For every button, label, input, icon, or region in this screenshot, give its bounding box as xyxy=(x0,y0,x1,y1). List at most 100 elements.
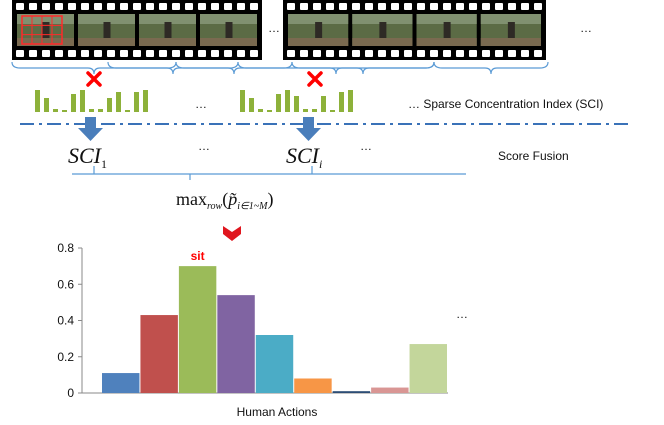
bar xyxy=(294,378,332,393)
film-left-frame-sky xyxy=(17,14,74,24)
film-right-perforation xyxy=(339,50,347,57)
bars xyxy=(102,266,447,393)
sci-bar xyxy=(276,94,281,112)
sci-label: … Sparse Concentration Index (SCI) xyxy=(408,97,603,111)
film-right-perforation xyxy=(469,50,477,57)
film-left-perforation xyxy=(16,3,24,10)
film-left-figure xyxy=(103,22,111,40)
film-right-frame-ground xyxy=(288,38,349,46)
film-left-perforation xyxy=(224,50,232,57)
film-right-perforation xyxy=(521,3,529,10)
film-left-perforation xyxy=(29,50,37,57)
max-paren-close: ) xyxy=(267,189,273,210)
film-right-frame-ground xyxy=(352,38,413,46)
sci-middle-ellipsis: … xyxy=(198,139,210,153)
film-left-figure xyxy=(42,22,50,40)
film-right-perforation xyxy=(365,3,373,10)
film-left-perforation xyxy=(68,3,76,10)
sci-bar xyxy=(258,109,263,112)
sci-1-subscript: 1 xyxy=(101,157,107,171)
y-tick-label: 0 xyxy=(67,386,74,400)
down-arrow-2 xyxy=(296,117,321,141)
sci-bar xyxy=(303,109,308,112)
film-right-perforation xyxy=(391,3,399,10)
film-left-perforation xyxy=(250,50,258,57)
film-ellipsis-end: … xyxy=(580,21,592,35)
film-left-perforation xyxy=(172,3,180,10)
film-right-frame-sky xyxy=(480,14,541,24)
film-right-perforation xyxy=(352,50,360,57)
sci-bar xyxy=(249,98,254,112)
film-right-perforation xyxy=(417,50,425,57)
x-axis-label: Human Actions xyxy=(237,405,318,419)
film-left-perforation xyxy=(224,3,232,10)
film-left-perforation xyxy=(120,50,128,57)
film-right-frame-sky xyxy=(416,14,477,24)
segment-braces xyxy=(11,61,549,75)
film-left-perforation xyxy=(198,3,206,10)
sci-bar xyxy=(321,96,326,112)
film-right-perforation xyxy=(391,50,399,57)
sci-bar xyxy=(330,110,335,112)
film-left-perforation xyxy=(94,3,102,10)
sci-bar xyxy=(125,110,130,112)
sci-i-symbol: SCIi xyxy=(286,143,322,171)
film-left-perforation xyxy=(81,3,89,10)
film-left-perforation xyxy=(237,50,245,57)
film-left-perforation xyxy=(250,3,258,10)
score-fusion-label: Score Fusion xyxy=(498,149,569,163)
film-left-frame-sky xyxy=(78,14,135,24)
film-left-perforation xyxy=(68,50,76,57)
film-right-perforation xyxy=(313,3,321,10)
fusion-bracket xyxy=(72,166,466,180)
film-left-frame-ground xyxy=(139,38,196,46)
max-p-subscript: i∈1~M xyxy=(237,201,268,212)
film-right-figure xyxy=(379,22,387,40)
film-left-perforation xyxy=(120,3,128,10)
film-left-perforation xyxy=(211,3,219,10)
sci-bar xyxy=(44,98,49,112)
max-formula: maxrow(p̃i∈1~M) xyxy=(176,189,273,212)
sci-bar xyxy=(339,92,344,112)
sci-bar xyxy=(98,109,103,112)
film-strip-right xyxy=(283,0,546,60)
y-tick-label: 0.8 xyxy=(57,241,74,255)
film-right-perforation xyxy=(326,3,334,10)
film-right-perforation xyxy=(287,3,295,10)
film-left-perforation xyxy=(133,3,141,10)
sci-bar xyxy=(107,98,112,112)
film-ellipsis-middle: … xyxy=(268,21,280,35)
film-left-perforation xyxy=(198,50,206,57)
film-left-perforation xyxy=(146,3,154,10)
sci-bar xyxy=(348,90,353,112)
film-right-perforation xyxy=(482,50,490,57)
sci-bar xyxy=(53,109,58,112)
film-right-figure xyxy=(507,22,515,40)
film-right-perforation xyxy=(443,50,451,57)
film-left-perforation xyxy=(211,50,219,57)
film-left-perforation xyxy=(185,3,193,10)
sci-bar xyxy=(71,94,76,112)
sci-bar xyxy=(62,110,67,112)
film-right-perforation xyxy=(404,50,412,57)
sci-bars-group-2 xyxy=(240,90,353,112)
film-right-perforation xyxy=(443,3,451,10)
y-tick-label: 0.4 xyxy=(57,314,74,328)
max-p: p̃ xyxy=(226,189,237,209)
sci-ellipsis: … xyxy=(195,97,207,111)
film-right-perforation xyxy=(521,50,529,57)
film-left-figure xyxy=(225,22,233,40)
film-right-perforation xyxy=(378,3,386,10)
bar xyxy=(255,335,294,393)
film-right-figure xyxy=(315,22,323,40)
reject-cross-1 xyxy=(86,71,102,87)
max-subscript: row xyxy=(207,201,223,212)
film-right-perforation xyxy=(469,3,477,10)
film-right-perforation xyxy=(313,50,321,57)
reject-cross-2 xyxy=(307,71,323,87)
film-right-perforation xyxy=(456,3,464,10)
film-left-frame-ground xyxy=(200,38,257,46)
film-right-perforation xyxy=(534,3,542,10)
bar xyxy=(140,315,178,393)
